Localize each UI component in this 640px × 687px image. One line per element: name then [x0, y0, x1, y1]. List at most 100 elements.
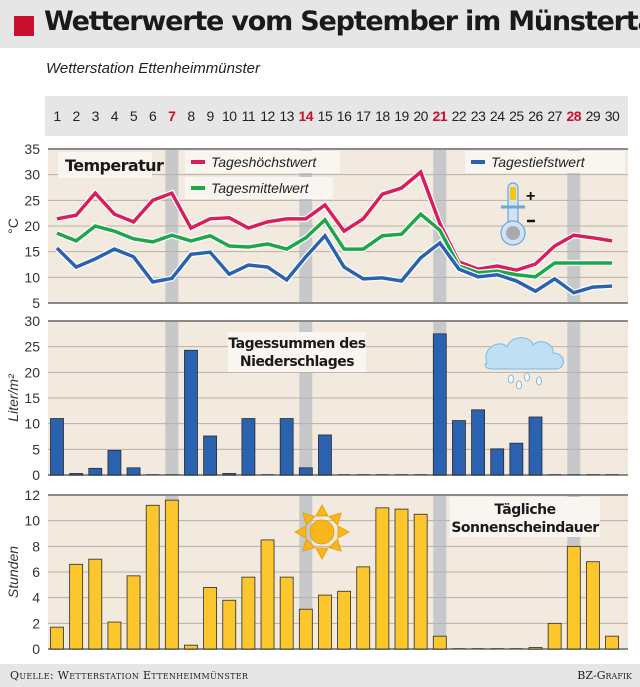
day-label-28: 28 [566, 108, 582, 124]
title-box [450, 497, 600, 537]
bar-day-6 [145, 504, 160, 650]
y-tick-label: 10 [24, 269, 40, 285]
y-tick-label: 25 [24, 192, 40, 208]
y-axis-label: Liter/m² [5, 373, 21, 422]
y-tick-label: 10 [24, 513, 40, 529]
bar-day-16 [337, 590, 352, 650]
chart-title-line: Tägliche [494, 502, 555, 518]
bar-day-25 [509, 648, 523, 649]
bar-day-28 [567, 474, 581, 475]
day-label-10: 10 [221, 108, 237, 124]
bar-day-5 [126, 575, 141, 650]
y-tick-label: 20 [24, 364, 40, 380]
day-label-18: 18 [375, 108, 390, 124]
bar-day-18 [375, 507, 390, 650]
day-label-7: 7 [168, 108, 176, 124]
bar-day-29 [586, 561, 600, 650]
bar-day-5 [126, 467, 141, 476]
series-line-Tageshöchstwert [56, 169, 613, 272]
bar-day-23 [471, 409, 485, 476]
rain-cloud-icon [484, 337, 564, 390]
subtitle: Wetterstation Ettenheimmünster [46, 60, 260, 77]
bar-day-20 [413, 513, 428, 650]
bar-day-1 [50, 418, 64, 476]
y-tick-label: 6 [32, 564, 40, 580]
legend-box [185, 177, 333, 199]
y-tick-label: 15 [24, 244, 40, 260]
title-box [228, 332, 366, 372]
y-tick-label: 5 [32, 441, 40, 457]
day-label-4: 4 [110, 108, 119, 124]
bar-day-21 [432, 635, 447, 650]
y-tick-label: 15 [24, 390, 40, 406]
legend-box [465, 151, 625, 173]
bar-day-3 [88, 467, 103, 476]
day-label-12: 12 [260, 108, 275, 124]
sun-ray [315, 504, 329, 517]
plus-sign: + [526, 188, 535, 205]
bar-day-13 [279, 576, 294, 650]
legend-box [185, 151, 340, 173]
day-label-19: 19 [394, 108, 409, 124]
bar-day-13 [279, 418, 294, 476]
day-label-11: 11 [241, 108, 256, 124]
bar-day-4 [107, 449, 122, 476]
day-label-3: 3 [91, 108, 100, 124]
day-label-2: 2 [72, 108, 80, 124]
bar-day-17 [356, 474, 370, 475]
legend-label: Tageshöchstwert [211, 154, 317, 170]
bar-day-23 [471, 648, 485, 649]
y-tick-label: 25 [24, 339, 40, 355]
day-label-16: 16 [336, 108, 352, 124]
bar-day-14 [298, 467, 313, 476]
bar-day-1 [50, 626, 64, 650]
bar-day-30 [605, 474, 619, 475]
y-tick-label: 8 [32, 538, 40, 554]
bar-day-27 [548, 474, 562, 475]
day-label-17: 17 [355, 108, 371, 124]
day-label-24: 24 [489, 108, 505, 124]
bar-day-3 [88, 558, 103, 650]
bar-day-6 [146, 474, 160, 475]
day-label-29: 29 [585, 108, 601, 124]
day-label-13: 13 [279, 108, 294, 124]
bar-day-14 [298, 608, 313, 650]
legend-label: Tagesmittelwert [211, 180, 310, 196]
raindrop [524, 372, 530, 382]
bar-day-15 [318, 594, 332, 650]
bar-day-4 [107, 621, 122, 650]
y-tick-label: 2 [32, 615, 40, 631]
bar-day-18 [375, 474, 389, 475]
bar-day-9 [203, 587, 218, 650]
day-label-22: 22 [451, 108, 467, 124]
day-label-25: 25 [509, 108, 524, 124]
y-axis-label: °C [5, 218, 21, 234]
cloud-shape [484, 337, 564, 370]
bar-day-26 [528, 416, 543, 476]
bar-day-22 [452, 420, 466, 476]
bar-day-16 [337, 474, 351, 475]
bar-day-7 [165, 474, 179, 475]
bar-day-12 [261, 474, 275, 475]
y-tick-label: 0 [32, 641, 40, 657]
bar-day-19 [394, 508, 409, 650]
thermometer-icon: + [500, 182, 535, 246]
sun-ray [302, 538, 316, 552]
y-tick-label: 35 [24, 141, 40, 157]
bar-day-25 [509, 442, 524, 476]
bar-day-24 [490, 448, 505, 476]
bar-day-10 [222, 473, 237, 476]
panel-precipitation: 0 5 10 15 20 25 30 Liter/m² Tagessummen des Niede… [5, 313, 628, 483]
bar-day-2 [69, 563, 84, 650]
day-label-5: 5 [129, 108, 138, 124]
bar-day-8 [184, 349, 198, 476]
bar-day-20 [414, 474, 428, 475]
y-tick-label: 5 [32, 295, 40, 311]
day-label-9: 9 [206, 108, 214, 124]
y-tick-label: 20 [24, 218, 40, 234]
red-square-marker [14, 16, 34, 36]
bar-day-30 [605, 635, 619, 650]
title-box [58, 152, 152, 178]
raindrop [516, 380, 522, 390]
